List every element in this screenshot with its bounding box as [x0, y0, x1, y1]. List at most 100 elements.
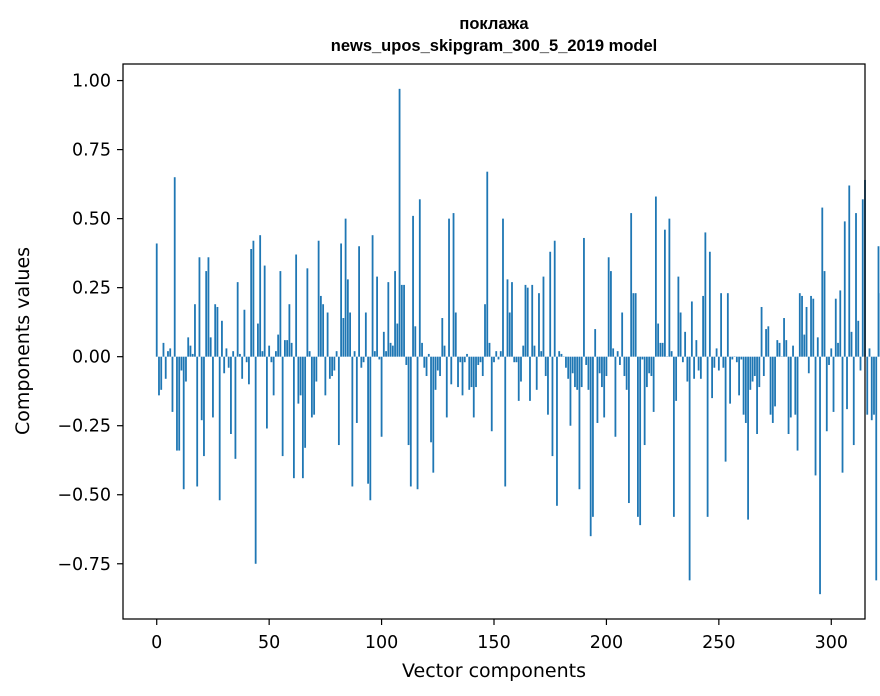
bar-49	[266, 356, 268, 429]
bar-199	[603, 356, 606, 418]
x-tick-label: 300	[815, 633, 848, 653]
bar-109	[400, 284, 403, 357]
bar-37	[239, 353, 241, 357]
bar-175	[549, 251, 552, 357]
bar-209	[625, 356, 628, 390]
bar-48	[263, 265, 266, 357]
bar-118	[421, 342, 423, 357]
bar-292	[812, 298, 815, 357]
y-tick-label: 1.00	[72, 72, 111, 92]
y-axis-label: Components values	[12, 247, 34, 435]
bar-39	[243, 309, 246, 357]
bar-238	[690, 301, 693, 357]
bar-79	[333, 356, 336, 371]
bar-123	[432, 356, 435, 473]
bar-148	[488, 342, 491, 357]
bar-107	[396, 323, 399, 357]
bar-307	[846, 356, 848, 410]
bar-255	[729, 356, 731, 404]
bar-70	[313, 356, 316, 415]
bar-244	[704, 232, 707, 357]
bar-313	[859, 356, 862, 371]
bar-8	[173, 177, 176, 357]
bar-27	[216, 306, 219, 357]
bar-162	[520, 356, 522, 382]
bar-203	[612, 348, 615, 357]
bar-10	[178, 356, 181, 451]
bar-108	[398, 88, 401, 357]
bar-38	[241, 356, 244, 379]
bar-127	[441, 318, 444, 357]
y-tick-label: −0.50	[57, 486, 111, 506]
bar-29	[221, 320, 223, 357]
bar-218	[646, 356, 648, 388]
bar-265	[751, 356, 754, 382]
bar-34	[232, 351, 235, 357]
bar-137	[463, 356, 466, 363]
bar-98	[376, 276, 378, 357]
bar-91	[360, 356, 363, 368]
bar-215	[639, 356, 642, 526]
bar-76	[326, 312, 329, 357]
bar-56	[281, 356, 284, 457]
bar-135	[459, 356, 462, 363]
bar-77	[328, 356, 331, 379]
bar-136	[461, 356, 464, 396]
bar-204	[614, 356, 617, 437]
bar-26	[214, 304, 217, 357]
y-tick-label: 0.50	[72, 210, 111, 230]
bar-1	[158, 356, 160, 396]
bar-231	[675, 356, 678, 401]
bar-50	[268, 345, 271, 357]
bar-191	[585, 356, 588, 365]
bar-259	[738, 356, 740, 396]
bar-90	[358, 246, 360, 357]
bar-80	[335, 351, 338, 357]
bar-12	[182, 356, 185, 490]
bar-286	[798, 293, 801, 357]
bar-40	[245, 356, 248, 363]
x-axis-label: Vector components	[402, 660, 586, 682]
bar-314	[861, 199, 864, 357]
bar-196	[596, 356, 599, 423]
bar-240	[695, 340, 698, 357]
bar-260	[740, 356, 743, 360]
bar-120	[425, 356, 428, 377]
bar-67	[306, 268, 309, 357]
bar-248	[713, 356, 716, 368]
bar-316	[866, 356, 869, 415]
bar-75	[324, 356, 327, 396]
bar-30	[223, 356, 226, 374]
bar-32	[227, 356, 230, 368]
bar-114	[412, 215, 414, 357]
x-tick-label: 0	[151, 633, 162, 653]
bar-223	[657, 323, 660, 357]
bar-274	[771, 356, 774, 423]
bar-291	[810, 295, 812, 357]
bar-41	[248, 356, 250, 385]
bar-33	[230, 356, 232, 434]
bar-144	[479, 356, 482, 363]
bar-69	[310, 356, 313, 418]
bar-173	[544, 356, 547, 377]
bar-202	[610, 271, 612, 357]
bar-61	[292, 356, 295, 479]
bar-296	[821, 207, 824, 357]
bar-250	[717, 356, 720, 371]
bar-58	[286, 340, 289, 357]
bar-54	[277, 334, 280, 357]
bar-180	[560, 353, 563, 357]
bar-308	[848, 185, 851, 357]
bar-312	[857, 320, 860, 357]
bar-177	[553, 240, 556, 357]
bar-226	[663, 229, 666, 357]
bar-65	[301, 356, 304, 479]
bar-142	[475, 356, 477, 388]
bar-19	[198, 257, 201, 357]
bar-276	[776, 340, 779, 357]
bar-195	[594, 329, 597, 357]
bar-229	[670, 351, 673, 357]
bar-35	[234, 356, 237, 459]
bar-222	[654, 196, 657, 357]
